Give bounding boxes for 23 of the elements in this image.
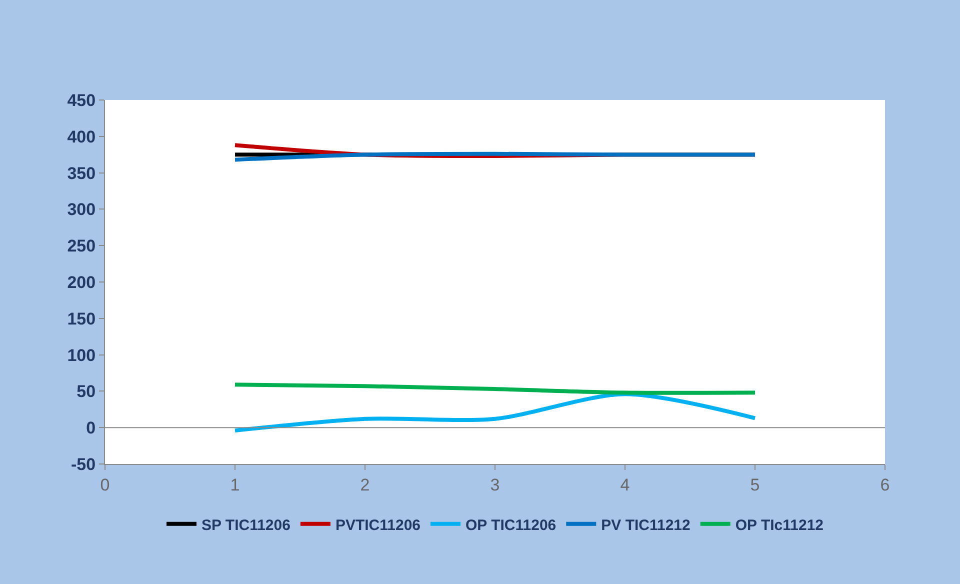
x-tick-label: 5 (750, 475, 760, 494)
y-tick-label: 350 (67, 164, 96, 183)
x-tick-label: 2 (360, 475, 370, 494)
x-tick-label: 6 (880, 475, 890, 494)
y-tick-label: 450 (67, 90, 96, 110)
legend-label: PV TIC11212 (601, 516, 690, 534)
y-tick-label: 0 (86, 418, 96, 438)
x-tick-label: 1 (230, 475, 240, 494)
y-tick-label: 100 (67, 346, 96, 365)
x-tick-label: 3 (490, 475, 500, 494)
legend-label: SP TIC11206 (202, 516, 290, 534)
x-tick-label: 4 (620, 475, 630, 494)
y-tick-label: 150 (67, 309, 96, 328)
y-tick-label: 50 (76, 382, 96, 402)
y-tick-label: -50 (71, 454, 96, 474)
y-tick-label: 400 (67, 127, 96, 146)
legend-label: OP TIc11212 (735, 516, 824, 534)
legend-label: PVTIC11206 (335, 516, 421, 534)
x-tick-label: 0 (100, 475, 110, 494)
y-tick-label: 300 (67, 200, 96, 220)
y-tick-label: 200 (67, 272, 96, 292)
y-tick-label: 250 (67, 236, 96, 256)
legend-label: OP TIC11206 (466, 516, 556, 534)
